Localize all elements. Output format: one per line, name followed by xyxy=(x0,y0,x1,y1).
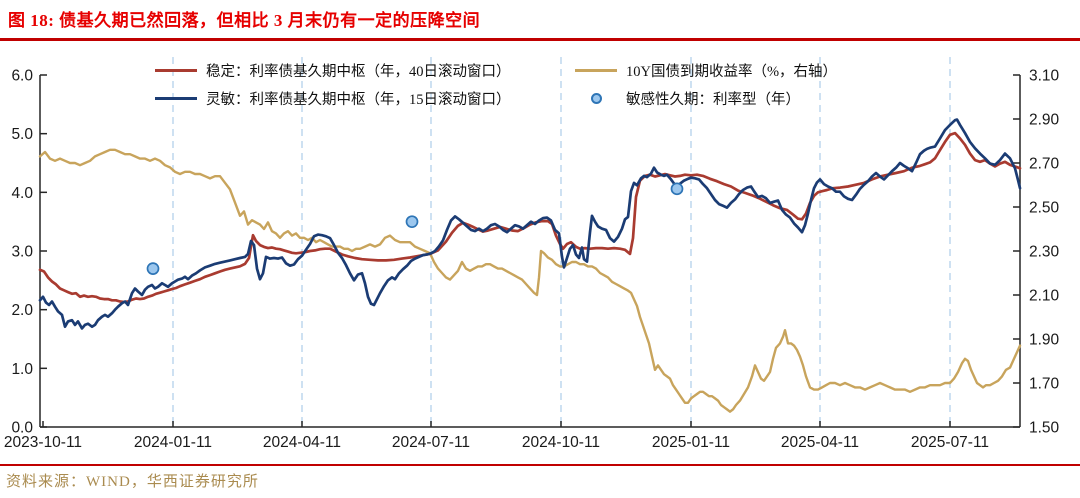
svg-text:1.70: 1.70 xyxy=(1029,376,1060,393)
duration-chart-svg: 0.0 1.0 2.0 3.0 4.0 5.0 6.0 1.50 1.70 1.90 2.10 2.3… xyxy=(4,57,1060,452)
svg-text:2.50: 2.50 xyxy=(1029,200,1060,217)
svg-text:2.30: 2.30 xyxy=(1029,244,1060,261)
svg-text:2.10: 2.10 xyxy=(1029,288,1060,305)
svg-text:0.0: 0.0 xyxy=(11,420,33,437)
axis-labels: 0.0 1.0 2.0 3.0 4.0 5.0 6.0 1.50 1.70 1.90 2.10 2.3… xyxy=(4,68,1060,452)
series-line-1 xyxy=(38,118,1022,330)
svg-text:2025-07-11: 2025-07-11 xyxy=(911,434,989,451)
svg-text:2.0: 2.0 xyxy=(11,302,33,319)
figure-title: 图 18: 债基久期已然回落，但相比 3 月末仍有一定的压降空间 xyxy=(8,11,481,30)
svg-text:5.0: 5.0 xyxy=(11,126,33,143)
footer-divider xyxy=(0,464,1080,466)
svg-text:1.90: 1.90 xyxy=(1029,332,1060,349)
source-note: 资料来源：WIND，华西证券研究所 xyxy=(6,474,259,490)
svg-text:1.0: 1.0 xyxy=(11,361,33,378)
svg-text:2025-04-11: 2025-04-11 xyxy=(781,434,859,451)
duration-chart: 0.0 1.0 2.0 3.0 4.0 5.0 6.0 1.50 1.70 1.90 2.10 2.3… xyxy=(0,45,1080,455)
svg-text:2023-10-11: 2023-10-11 xyxy=(4,434,82,451)
svg-text:2024-07-11: 2024-07-11 xyxy=(392,434,470,451)
vertical-gridlines xyxy=(172,57,951,427)
axes xyxy=(39,74,1021,428)
svg-text:2.90: 2.90 xyxy=(1029,112,1060,129)
svg-text:1.50: 1.50 xyxy=(1029,420,1060,437)
svg-text:6.0: 6.0 xyxy=(11,68,33,85)
svg-text:2024-04-11: 2024-04-11 xyxy=(263,434,341,451)
svg-text:4.0: 4.0 xyxy=(11,185,33,202)
series-line-2 xyxy=(38,148,1022,413)
sensitive-duration-markers xyxy=(146,182,684,275)
series-line-0 xyxy=(38,131,1022,304)
svg-text:3.0: 3.0 xyxy=(11,244,33,261)
svg-text:2025-01-11: 2025-01-11 xyxy=(652,434,730,451)
svg-text:3.10: 3.10 xyxy=(1029,68,1060,85)
svg-text:2024-10-11: 2024-10-11 xyxy=(522,434,600,451)
svg-text:2024-01-11: 2024-01-11 xyxy=(134,434,212,451)
title-divider xyxy=(0,38,1080,41)
svg-text:2.70: 2.70 xyxy=(1029,156,1060,173)
